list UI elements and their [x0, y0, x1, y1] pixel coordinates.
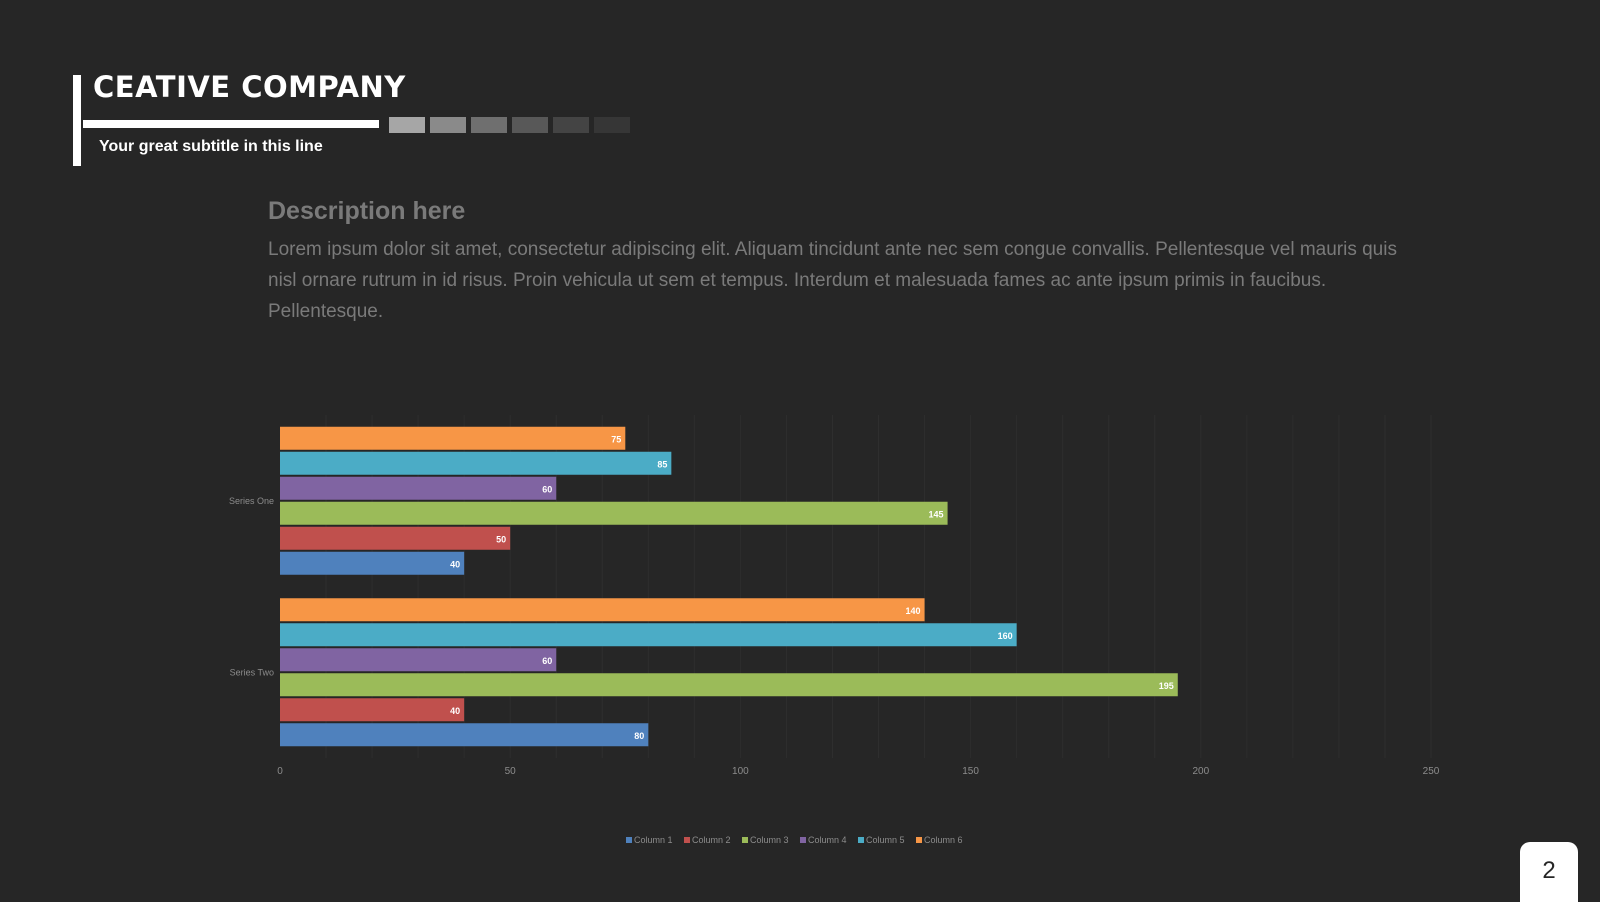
bar-data-label: 160	[998, 631, 1013, 641]
swatch-5	[553, 117, 589, 133]
bar	[280, 598, 925, 622]
bar-data-label: 140	[906, 606, 921, 616]
bar	[280, 623, 1017, 647]
legend-label: Column 1	[634, 835, 673, 845]
category-label: Series One	[229, 496, 274, 506]
bar	[280, 698, 465, 722]
bar	[280, 673, 1178, 697]
swatch-6	[594, 117, 630, 133]
swatch-2	[430, 117, 466, 133]
x-tick-label: 0	[277, 766, 283, 777]
bar	[280, 501, 948, 525]
bar-data-label: 195	[1159, 681, 1174, 691]
x-tick-label: 50	[505, 766, 517, 777]
bar	[280, 426, 626, 450]
title-accent-bar	[73, 75, 81, 166]
x-tick-label: 150	[962, 766, 979, 777]
page-number-tab: 2	[1520, 842, 1578, 902]
bar-data-label: 145	[929, 509, 944, 519]
title-underline	[83, 120, 379, 128]
bar	[280, 551, 465, 575]
legend-label: Column 5	[866, 835, 905, 845]
bar-data-label: 80	[634, 731, 644, 741]
page-title: CEATIVE COMPANY	[93, 70, 406, 104]
legend-label: Column 3	[750, 835, 789, 845]
swatch-4	[512, 117, 548, 133]
legend-label: Column 2	[692, 835, 731, 845]
bar	[280, 648, 557, 672]
category-label: Series Two	[230, 667, 274, 677]
swatch-1	[389, 117, 425, 133]
bar-data-label: 40	[450, 706, 460, 716]
description-heading: Description here	[268, 197, 466, 225]
bar-data-label: 50	[496, 534, 506, 544]
bar	[280, 723, 649, 747]
legend-swatch	[916, 837, 922, 843]
bar-data-label: 85	[657, 459, 667, 469]
swatch-3	[471, 117, 507, 133]
description-body: Lorem ipsum dolor sit amet, consectetur …	[268, 239, 1397, 322]
bar	[280, 526, 511, 550]
legend-swatch	[626, 837, 632, 843]
page-number: 2	[1542, 857, 1556, 884]
bar	[280, 476, 557, 500]
bar-data-label: 60	[542, 484, 552, 494]
legend-label: Column 6	[924, 835, 963, 845]
legend-swatch	[800, 837, 806, 843]
legend-swatch	[858, 837, 864, 843]
x-tick-label: 100	[732, 766, 749, 777]
x-tick-label: 250	[1423, 766, 1440, 777]
bar-data-label: 40	[450, 559, 460, 569]
legend-swatch	[684, 837, 690, 843]
x-tick-label: 200	[1192, 766, 1209, 777]
page-subtitle: Your great subtitle in this line	[99, 138, 323, 155]
legend-swatch	[742, 837, 748, 843]
bar-data-label: 60	[542, 656, 552, 666]
bar	[280, 451, 672, 475]
legend-label: Column 4	[808, 835, 847, 845]
bar-data-label: 75	[611, 434, 621, 444]
